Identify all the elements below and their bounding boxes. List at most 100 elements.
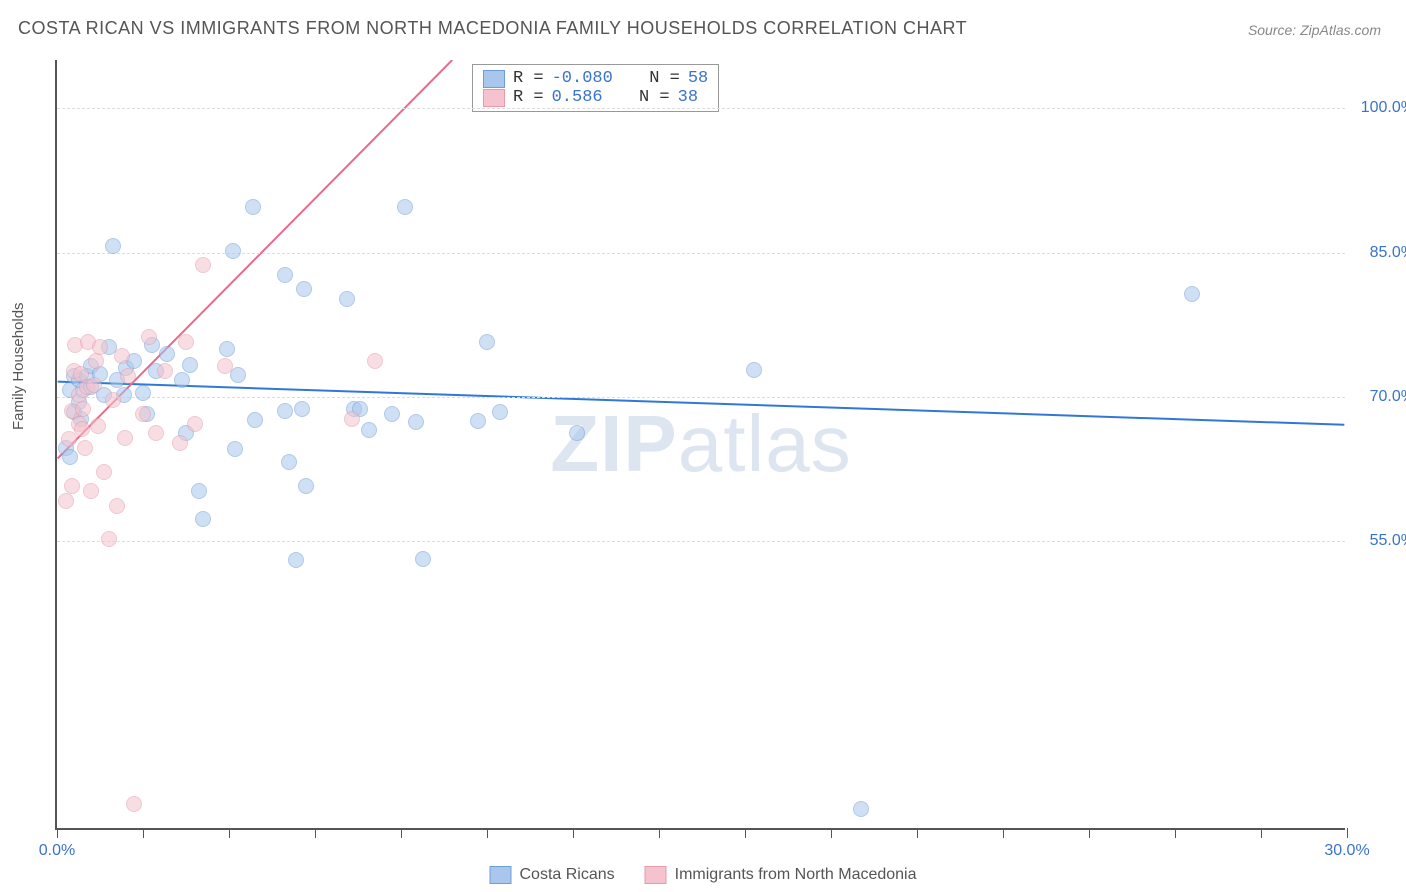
data-point (492, 404, 508, 420)
x-tick-label: 30.0% (1324, 842, 1369, 860)
source-attribution: Source: ZipAtlas.com (1248, 22, 1381, 38)
data-point (174, 372, 190, 388)
data-point (92, 339, 108, 355)
data-point (178, 334, 194, 350)
data-point (569, 425, 585, 441)
data-point (135, 385, 151, 401)
data-point (294, 401, 310, 417)
data-point (853, 801, 869, 817)
n-value: 58 (688, 69, 708, 88)
x-tick (315, 828, 316, 838)
r-label: R = (513, 88, 544, 107)
data-point (157, 363, 173, 379)
data-point (96, 464, 112, 480)
data-point (245, 199, 261, 215)
gridline (57, 397, 1345, 398)
n-label: N = (639, 88, 670, 107)
x-tick (1261, 828, 1262, 838)
data-point (361, 422, 377, 438)
data-point (344, 411, 360, 427)
x-tick (831, 828, 832, 838)
x-tick (745, 828, 746, 838)
data-point (187, 416, 203, 432)
data-point (101, 531, 117, 547)
data-point (105, 392, 121, 408)
data-point (83, 483, 99, 499)
gridline (57, 253, 1345, 254)
legend-label: Costa Ricans (519, 866, 614, 884)
data-point (277, 403, 293, 419)
n-value: 38 (678, 88, 698, 107)
y-tick-label: 55.0% (1355, 532, 1406, 550)
r-label: R = (513, 69, 544, 88)
stats-legend-row: R = 0.586 N = 38 (483, 88, 708, 107)
legend-swatch (483, 89, 505, 107)
data-point (225, 243, 241, 259)
y-tick-label: 85.0% (1355, 244, 1406, 262)
data-point (120, 368, 136, 384)
watermark-text: ZIPatlas (550, 398, 851, 490)
y-axis-label: Family Households (10, 302, 27, 430)
data-point (408, 414, 424, 430)
x-tick (229, 828, 230, 838)
legend-label: Immigrants from North Macedonia (675, 866, 917, 884)
data-point (339, 291, 355, 307)
data-point (296, 281, 312, 297)
data-point (172, 435, 188, 451)
x-tick (57, 828, 58, 838)
data-point (195, 511, 211, 527)
chart-title: COSTA RICAN VS IMMIGRANTS FROM NORTH MAC… (18, 18, 967, 39)
data-point (479, 334, 495, 350)
data-point (277, 267, 293, 283)
chart-container: COSTA RICAN VS IMMIGRANTS FROM NORTH MAC… (0, 0, 1406, 892)
data-point (64, 478, 80, 494)
x-tick (1175, 828, 1176, 838)
data-point (90, 418, 106, 434)
x-tick (573, 828, 574, 838)
y-tick-label: 100.0% (1355, 99, 1406, 117)
series-legend: Costa Ricans Immigrants from North Macedo… (489, 866, 916, 884)
data-point (74, 421, 90, 437)
legend-item: Costa Ricans (489, 866, 614, 884)
x-tick (1089, 828, 1090, 838)
data-point (288, 552, 304, 568)
data-point (281, 454, 297, 470)
data-point (415, 551, 431, 567)
data-point (117, 430, 133, 446)
x-tick (1347, 828, 1348, 838)
data-point (227, 441, 243, 457)
data-point (58, 493, 74, 509)
data-point (746, 362, 762, 378)
data-point (88, 353, 104, 369)
data-point (75, 401, 91, 417)
stats-legend-row: R =-0.080 N =58 (483, 69, 708, 88)
data-point (1184, 286, 1200, 302)
data-point (105, 238, 121, 254)
data-point (135, 406, 151, 422)
data-point (298, 478, 314, 494)
data-point (470, 413, 486, 429)
y-tick-label: 70.0% (1355, 388, 1406, 406)
x-tick (917, 828, 918, 838)
legend-swatch (489, 866, 511, 884)
data-point (191, 483, 207, 499)
x-tick (487, 828, 488, 838)
data-point (61, 431, 77, 447)
gridline (57, 541, 1345, 542)
legend-item: Immigrants from North Macedonia (645, 866, 917, 884)
data-point (384, 406, 400, 422)
data-point (247, 412, 263, 428)
data-point (182, 357, 198, 373)
data-point (126, 796, 142, 812)
data-point (114, 348, 130, 364)
data-point (397, 199, 413, 215)
r-value: 0.586 (552, 88, 603, 107)
trendlines-layer (57, 60, 1345, 828)
data-point (109, 498, 125, 514)
correlation-stats-legend: R =-0.080 N =58R = 0.586 N =38 (472, 64, 719, 112)
plot-area: ZIPatlas R =-0.080 N =58R = 0.586 N =38 … (55, 60, 1345, 830)
n-label: N = (649, 69, 680, 88)
data-point (62, 449, 78, 465)
data-point (195, 257, 211, 273)
data-point (86, 377, 102, 393)
